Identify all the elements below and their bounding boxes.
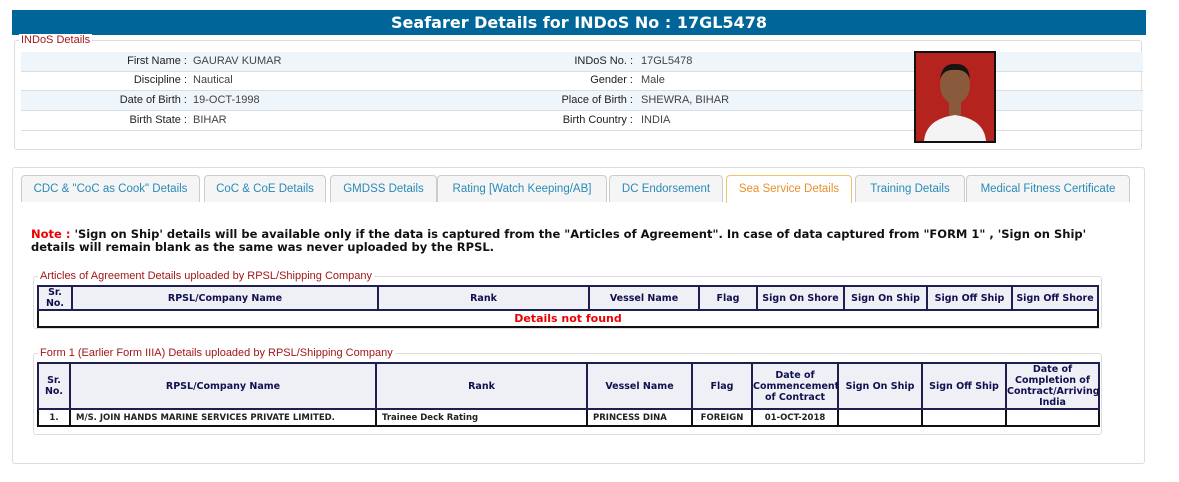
table-cell: 1. bbox=[37, 408, 71, 427]
table-cell: M/S. JOIN HANDS MARINE SERVICES PRIVATE … bbox=[69, 408, 377, 427]
column-header: Flag bbox=[691, 362, 753, 410]
info-label: Place of Birth : bbox=[561, 94, 633, 106]
info-label: Discipline : bbox=[133, 74, 187, 86]
info-value: SHEWRA, BIHAR bbox=[641, 94, 730, 106]
column-header: Sign Off Ship bbox=[921, 362, 1007, 410]
table-cell: PRINCESS DINA bbox=[586, 408, 693, 427]
table-cell bbox=[921, 408, 1007, 427]
tab-dc-endorsement[interactable]: DC Endorsement bbox=[609, 175, 723, 202]
note-text: 'Sign on Ship' details will be available… bbox=[31, 227, 1087, 254]
info-value: INDIA bbox=[641, 114, 671, 126]
table-row: 1. M/S. JOIN HANDS MARINE SERVICES PRIVAT… bbox=[37, 408, 1100, 427]
column-header: Sr. No. bbox=[37, 285, 73, 311]
info-label: INDoS No. : bbox=[574, 55, 633, 67]
tabs-panel: CDC & "CoC as Cook" Details CoC & CoE Det… bbox=[12, 167, 1145, 464]
column-header: Sign On Ship bbox=[843, 285, 928, 311]
info-label: Birth Country : bbox=[562, 114, 633, 126]
info-value: GAURAV KUMAR bbox=[193, 55, 282, 67]
tab-coc-coe-details[interactable]: CoC & CoE Details bbox=[204, 175, 326, 202]
info-row: Date of Birth : 19-OCT-1998 Place of Bir… bbox=[21, 91, 1143, 111]
info-label: Date of Birth : bbox=[119, 94, 187, 106]
info-row: Discipline : Nautical Gender : Male bbox=[21, 71, 1143, 91]
column-header: RPSL/Company Name bbox=[71, 285, 379, 311]
form1-section: Form 1 (Earlier Form IIIA) Details uploa… bbox=[33, 347, 1102, 435]
tab-rating-watch-keeping-ab[interactable]: Rating [Watch Keeping/AB] bbox=[437, 175, 607, 202]
table-cell: Trainee Deck Rating bbox=[375, 408, 588, 427]
form1-legend: Form 1 (Earlier Form IIIA) Details uploa… bbox=[38, 347, 395, 359]
details-not-found: Details not found bbox=[37, 309, 1099, 328]
column-header: Sign On Ship bbox=[837, 362, 923, 410]
table-cell: FOREIGN bbox=[691, 408, 753, 427]
column-header: Date of Commencement of Contract bbox=[751, 362, 839, 410]
column-header: Sr. No. bbox=[37, 362, 71, 410]
column-header: Sign On Shore bbox=[756, 285, 845, 311]
column-header: Vessel Name bbox=[586, 362, 693, 410]
info-row: First Name : GAURAV KUMAR INDoS No. : 17… bbox=[21, 52, 1143, 72]
info-value: Male bbox=[641, 74, 665, 86]
info-row: Birth State : BIHAR Birth Country : INDI… bbox=[21, 111, 1143, 131]
info-value: 19-OCT-1998 bbox=[193, 94, 260, 106]
column-header: Sign Off Ship bbox=[926, 285, 1013, 311]
info-label: First Name : bbox=[127, 55, 187, 67]
form1-table: Sr. No. RPSL/Company Name Rank Vessel Name F… bbox=[37, 362, 1100, 427]
articles-legend: Articles of Agreement Details uploaded b… bbox=[38, 270, 375, 282]
indos-details-section: INDoS Details First Name : GAURAV KUMAR … bbox=[14, 34, 1143, 150]
tab-training-details[interactable]: Training Details bbox=[855, 175, 965, 202]
column-header: Rank bbox=[377, 285, 590, 311]
info-value: 17GL5478 bbox=[641, 55, 693, 67]
column-header: Flag bbox=[698, 285, 758, 311]
column-header: Vessel Name bbox=[588, 285, 700, 311]
tab-cdc-coc-as-cook-details[interactable]: CDC & "CoC as Cook" Details bbox=[21, 175, 200, 202]
tab-sea-service-details[interactable]: Sea Service Details bbox=[726, 175, 852, 203]
column-header: Date of Completion of Contract/Arriving … bbox=[1005, 362, 1100, 410]
info-value: Nautical bbox=[193, 74, 233, 86]
table-cell bbox=[837, 408, 923, 427]
info-label: Birth State : bbox=[129, 114, 187, 126]
seafarer-photo bbox=[914, 51, 996, 143]
info-label: Gender : bbox=[590, 74, 633, 86]
table-cell bbox=[1005, 408, 1100, 427]
articles-table: Sr. No. RPSL/Company Name Rank Vessel Name F… bbox=[37, 285, 1099, 328]
articles-section: Articles of Agreement Details uploaded b… bbox=[33, 270, 1102, 329]
page-title: Seafarer Details for INDoS No : 17GL5478 bbox=[12, 10, 1146, 35]
column-header: Rank bbox=[375, 362, 588, 410]
note-label: Note : bbox=[31, 227, 71, 241]
info-value: BIHAR bbox=[193, 114, 227, 126]
column-header: RPSL/Company Name bbox=[69, 362, 377, 410]
sea-service-note: Note : 'Sign on Ship' details will be av… bbox=[31, 228, 1091, 254]
indos-details-legend: INDoS Details bbox=[19, 34, 93, 46]
tab-medical-fitness-certificate[interactable]: Medical Fitness Certificate bbox=[966, 175, 1130, 202]
tab-gmdss-details[interactable]: GMDSS Details bbox=[330, 175, 437, 202]
column-header: Sign Off Shore bbox=[1011, 285, 1099, 311]
table-cell: 01-OCT-2018 bbox=[751, 408, 839, 427]
